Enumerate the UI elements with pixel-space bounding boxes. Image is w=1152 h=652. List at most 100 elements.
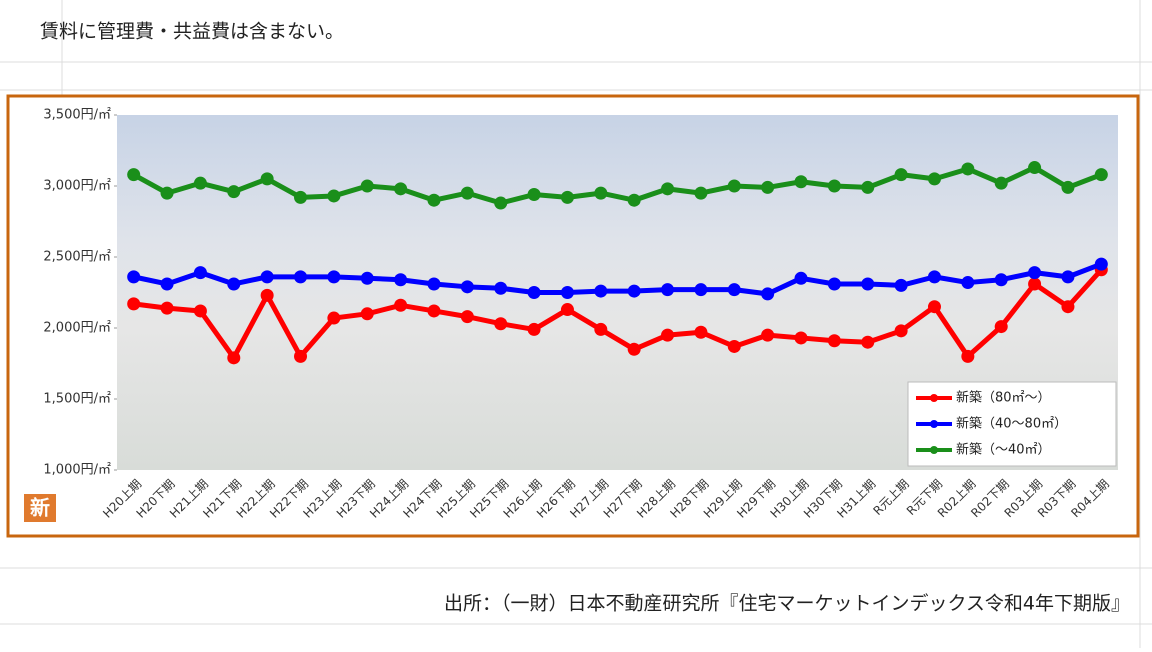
point <box>827 277 841 291</box>
point <box>1094 168 1108 182</box>
point <box>127 270 141 284</box>
source: 出所：（一財）日本不動産研究所『住宅マーケットインデックス令和4年下期版』 <box>444 593 1130 615</box>
point <box>560 286 574 299</box>
legend-label: 新築（～40㎡） <box>956 442 1051 458</box>
point <box>294 190 308 204</box>
y-tick-label: 3,500円/㎡ <box>43 108 111 123</box>
point <box>627 284 641 298</box>
y-tick-label: 2,500円/㎡ <box>43 250 111 265</box>
point <box>193 176 207 190</box>
legend-marker <box>930 394 938 402</box>
point <box>727 283 741 297</box>
point <box>861 277 875 291</box>
point <box>527 188 541 202</box>
point <box>594 284 608 298</box>
point <box>227 351 241 365</box>
point <box>761 180 775 194</box>
point <box>260 172 274 186</box>
point <box>427 304 441 318</box>
y-tick-label: 1,000円/㎡ <box>43 463 111 478</box>
point <box>560 190 574 204</box>
point <box>460 186 474 200</box>
point <box>661 328 675 342</box>
point <box>761 328 775 342</box>
point <box>661 182 675 196</box>
point <box>427 277 441 291</box>
point <box>694 283 708 297</box>
point <box>594 322 608 336</box>
point <box>1094 257 1108 271</box>
point <box>294 349 308 363</box>
point <box>494 196 508 210</box>
point <box>1061 300 1075 314</box>
point <box>160 277 174 291</box>
point <box>394 273 408 287</box>
point <box>1061 270 1075 284</box>
point <box>193 304 207 318</box>
point <box>961 276 975 290</box>
point <box>727 179 741 193</box>
point <box>160 301 174 315</box>
y-tick-label: 3,000円/㎡ <box>43 179 111 194</box>
point <box>460 280 474 294</box>
point <box>661 283 675 297</box>
point <box>360 179 374 193</box>
point <box>894 168 908 182</box>
point <box>494 317 508 331</box>
logo: 新 <box>30 496 50 520</box>
point <box>961 162 975 176</box>
point <box>394 182 408 196</box>
point <box>460 310 474 324</box>
point <box>694 325 708 339</box>
point <box>927 172 941 186</box>
point <box>394 298 408 312</box>
legend-label: 新築（40～80㎡） <box>956 416 1067 432</box>
point <box>294 270 308 284</box>
point <box>327 270 341 284</box>
point <box>1028 161 1042 175</box>
point <box>861 180 875 194</box>
point <box>794 271 808 285</box>
point <box>927 270 941 284</box>
point <box>560 303 574 317</box>
legend-marker <box>930 420 938 428</box>
point <box>193 266 207 280</box>
point <box>427 193 441 207</box>
point <box>727 339 741 353</box>
point <box>360 271 374 285</box>
point <box>1028 277 1042 291</box>
series-line <box>133 268 1104 361</box>
point <box>1061 180 1075 194</box>
point <box>327 311 341 325</box>
point <box>227 277 241 291</box>
point <box>861 335 875 349</box>
legend-label: 新築（80㎡～） <box>956 390 1051 406</box>
point <box>527 286 541 299</box>
y-tick-label: 1,500円/㎡ <box>43 392 111 407</box>
point <box>927 300 941 314</box>
point <box>894 278 908 292</box>
point <box>627 342 641 356</box>
point <box>994 320 1008 334</box>
point <box>794 331 808 345</box>
point <box>260 288 274 302</box>
point <box>360 307 374 321</box>
point <box>827 179 841 193</box>
point <box>260 270 274 284</box>
point <box>127 297 141 311</box>
point <box>827 334 841 348</box>
point <box>994 273 1008 287</box>
point <box>894 324 908 338</box>
point <box>227 185 241 199</box>
point <box>594 186 608 200</box>
point <box>327 189 341 203</box>
point <box>994 176 1008 190</box>
point <box>527 322 541 336</box>
point <box>694 186 708 200</box>
point <box>627 193 641 207</box>
point <box>160 186 174 200</box>
point <box>961 349 975 363</box>
y-tick-label: 2,000円/㎡ <box>43 321 111 336</box>
point <box>494 281 508 295</box>
